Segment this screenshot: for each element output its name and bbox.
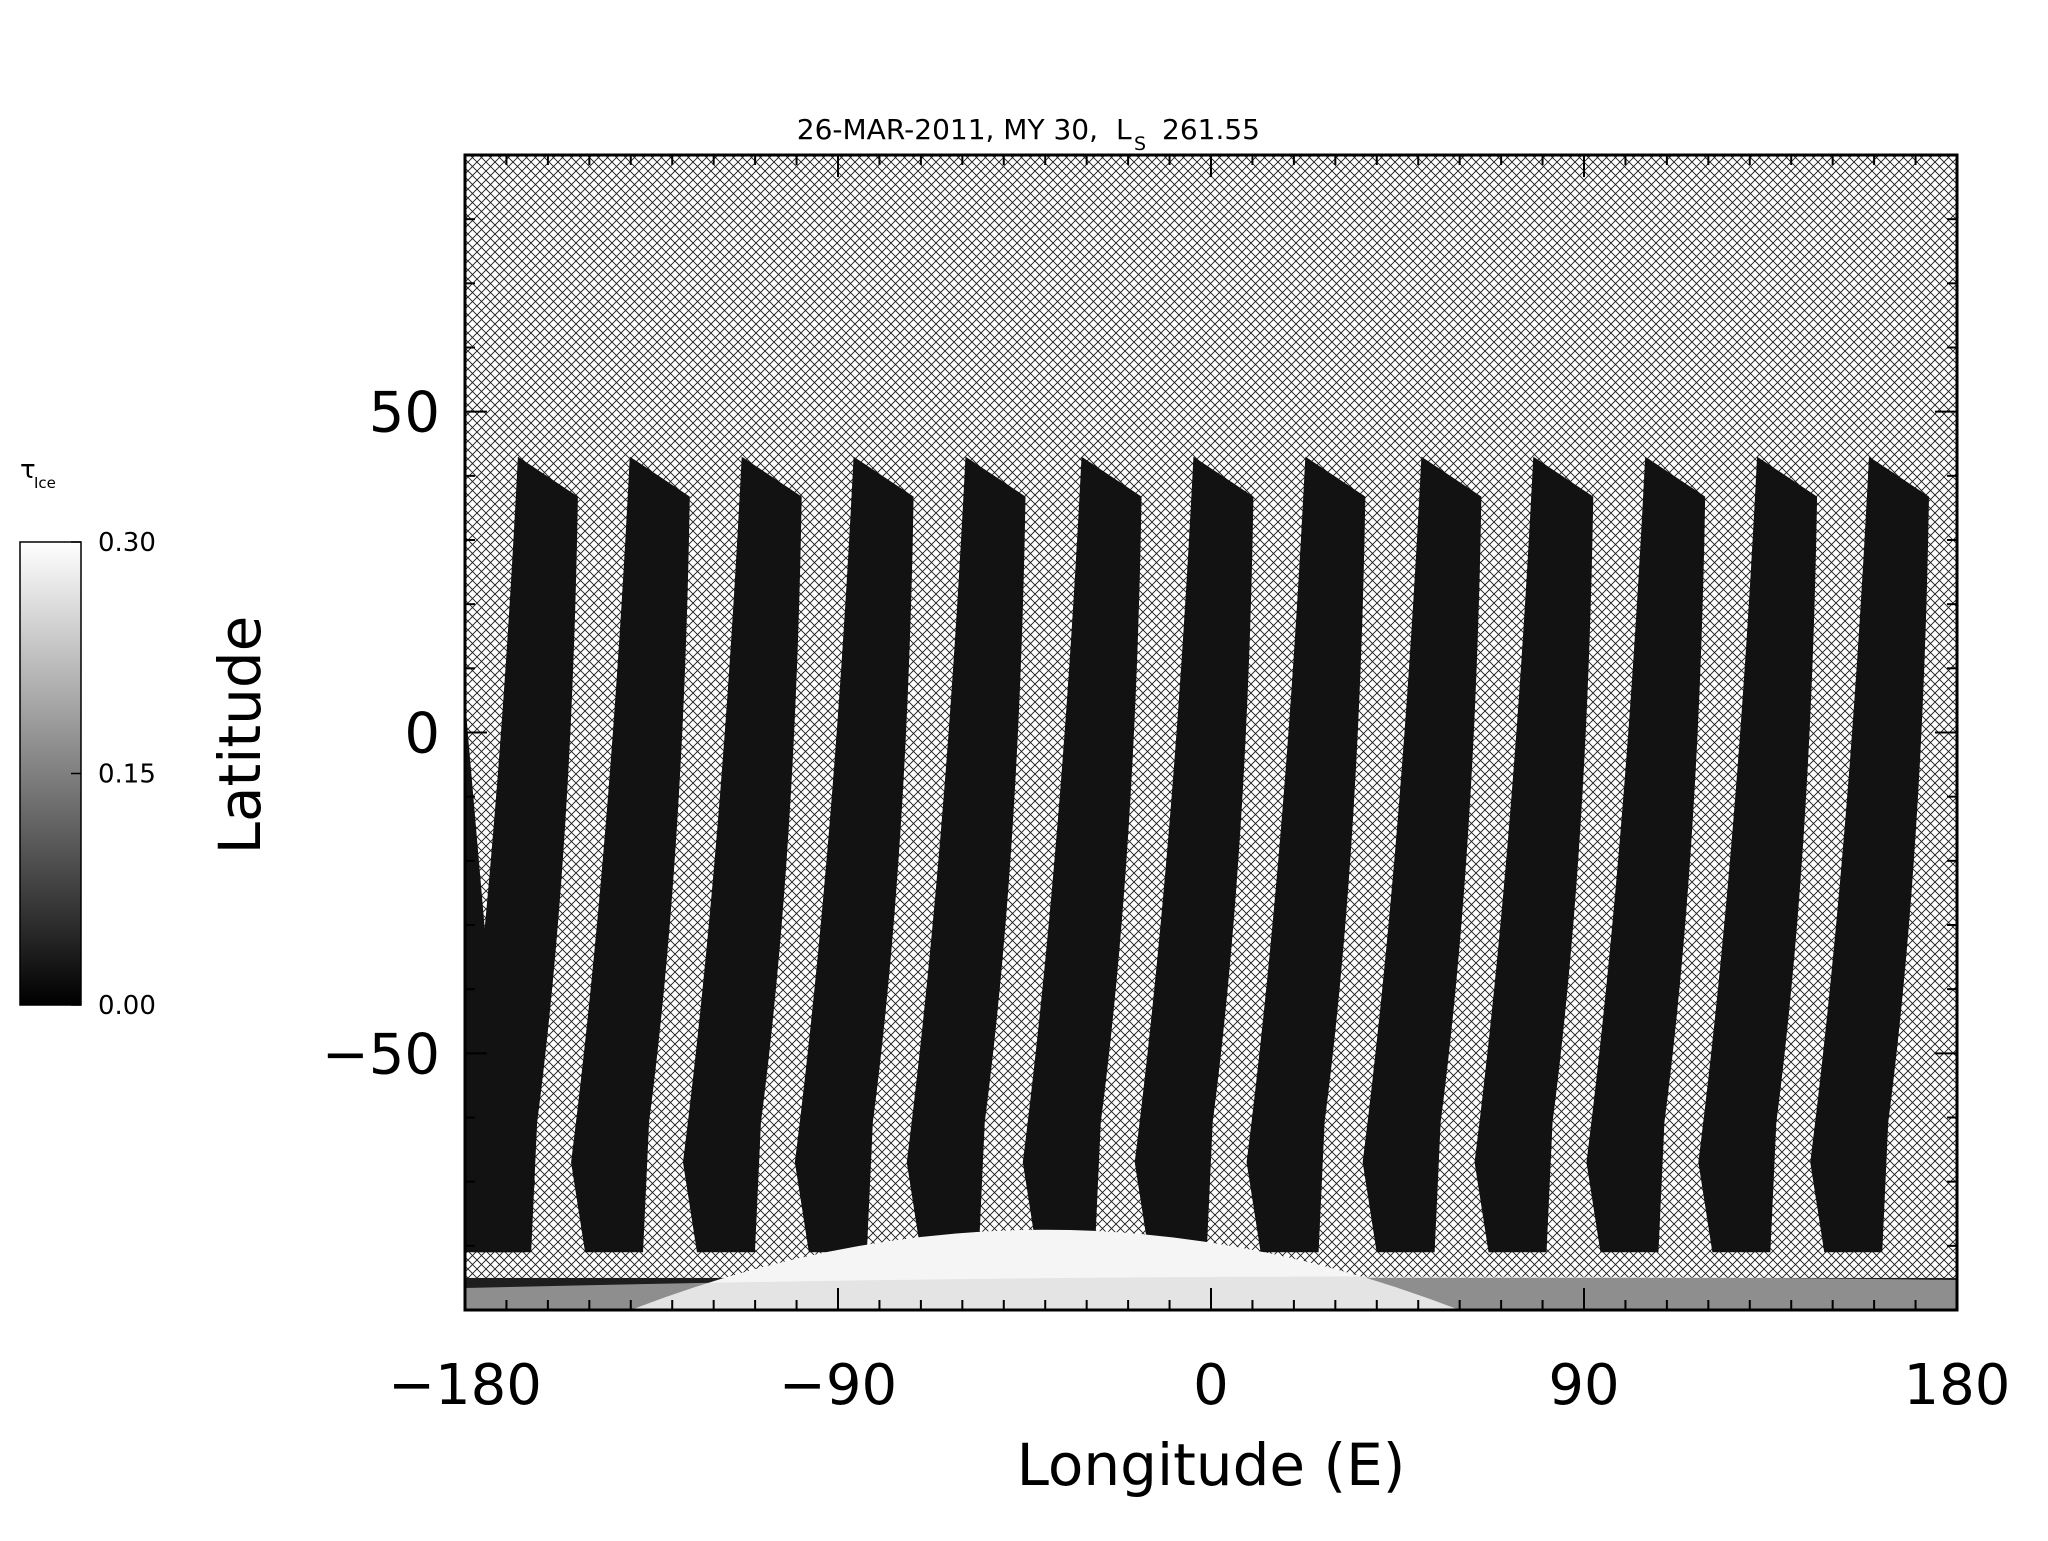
x-axis-label: Longitude (E) [1017,1431,1406,1499]
y-tick-label: −50 [322,1022,440,1087]
swath [465,700,535,1253]
swath-layer [465,456,1929,1253]
swath [794,456,914,1253]
chart-title: 26-MAR-2011, MY 30, [797,113,1098,146]
swath [1362,456,1482,1253]
chart-title-ls-subscript: S [1134,133,1146,155]
swath [571,456,690,1253]
swath [1134,456,1254,1253]
x-tick-label: 180 [1904,1353,2011,1418]
colorbar-tick-label: 0.00 [98,991,156,1021]
swath [1810,456,1929,1253]
colorbar-tick-label: 0.15 [98,760,156,790]
y-axis-label: Latitude [206,616,274,855]
colorbar [19,541,82,1006]
x-tick-label: −180 [388,1353,542,1418]
x-tick-label: −90 [779,1353,897,1418]
swath [906,456,1026,1253]
y-tick-label: 50 [369,381,440,446]
swath [1022,456,1142,1253]
axis-ticks [464,154,1958,1311]
chart-title-ls-value: 261.55 [1162,113,1260,146]
y-tick-label: 0 [404,702,440,767]
x-tick-label: 90 [1548,1353,1619,1418]
x-tick-label: 0 [1193,1353,1229,1418]
swath [1698,456,1818,1253]
swath [1474,456,1594,1253]
colorbar-ticks [71,541,81,1006]
swath [1246,456,1366,1253]
chart-title-ls-symbol: L [1116,113,1132,146]
swath [682,456,802,1253]
colorbar-label-subscript: Ice [34,474,56,492]
colorbar-label-symbol: τ [20,455,36,485]
swath [1586,456,1706,1253]
colorbar-tick-label: 0.30 [98,528,156,558]
